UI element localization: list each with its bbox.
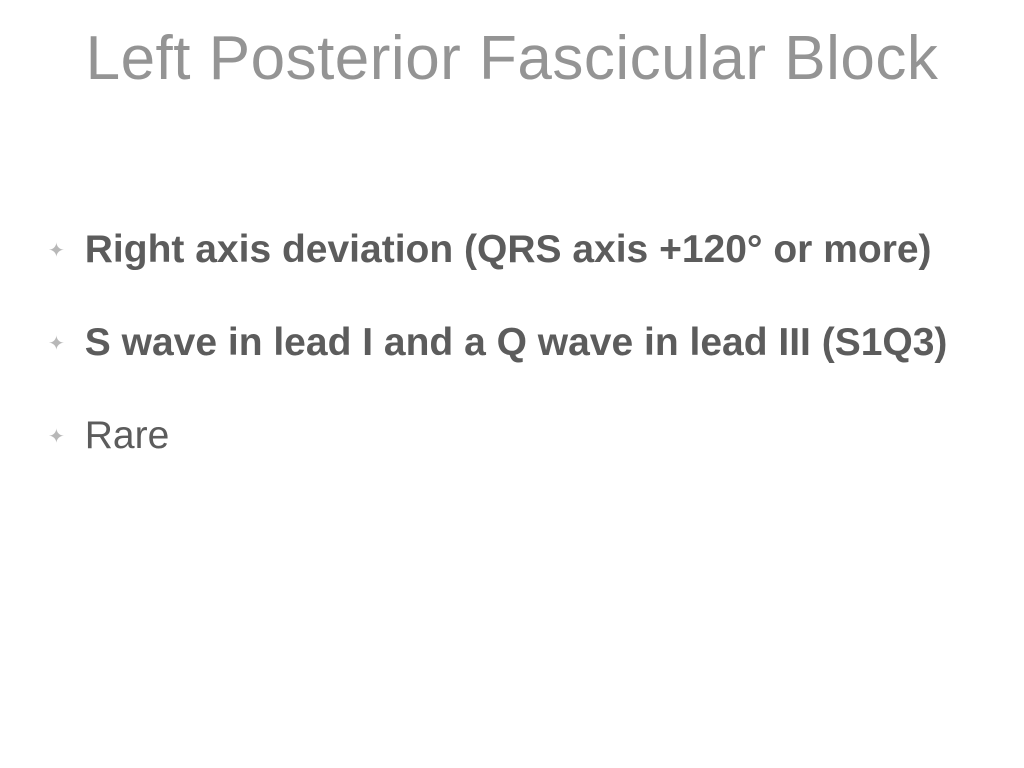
bullet-text: Right axis deviation (QRS axis +120° or …	[85, 226, 932, 275]
bullet-text: S wave in lead I and a Q wave in lead II…	[85, 319, 948, 368]
bullet-item: ✦ Right axis deviation (QRS axis +120° o…	[48, 226, 984, 275]
bullet-list: ✦ Right axis deviation (QRS axis +120° o…	[40, 226, 984, 460]
bullet-text: Rare	[85, 412, 170, 461]
slide-title: Left Posterior Fascicular Block	[40, 22, 984, 96]
slide-container: Left Posterior Fascicular Block ✦ Right …	[0, 0, 1024, 768]
bullet-marker-icon: ✦	[48, 424, 65, 449]
bullet-marker-icon: ✦	[48, 331, 65, 356]
bullet-item: ✦ Rare	[48, 412, 984, 461]
bullet-marker-icon: ✦	[48, 238, 65, 263]
bullet-item: ✦ S wave in lead I and a Q wave in lead …	[48, 319, 984, 368]
